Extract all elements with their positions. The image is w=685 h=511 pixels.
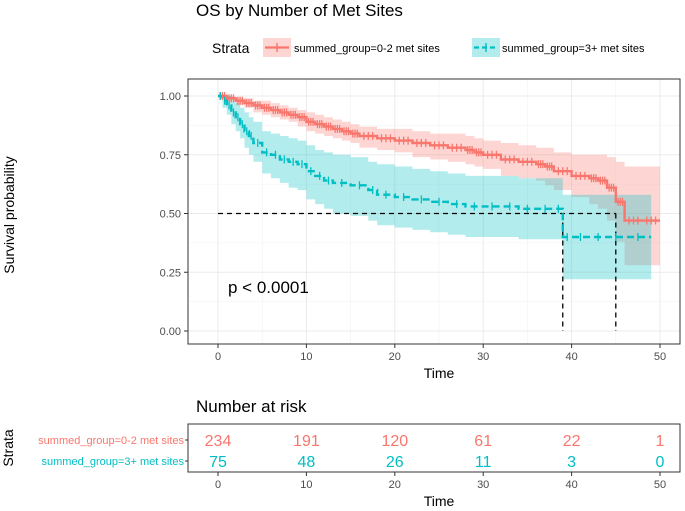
risk-x-tick-label: 40 xyxy=(565,479,577,491)
risk-value-cell: 26 xyxy=(386,454,404,471)
risk-value-cell: 3 xyxy=(567,454,576,471)
risk-row-label-0: summed_group=0-2 met sites xyxy=(38,435,184,447)
risk-row-label-1: summed_group=3+ met sites xyxy=(42,456,185,468)
confidence-band-0 xyxy=(218,96,660,266)
legend-key-0 xyxy=(263,38,291,57)
censor-marks xyxy=(219,92,657,241)
risk-table-title: Number at risk xyxy=(196,397,307,416)
risk-x-tick-label: 50 xyxy=(654,479,666,491)
y-tick-label: 0.50 xyxy=(160,209,181,221)
risk-value-cell: 1 xyxy=(656,433,665,450)
plot-border xyxy=(187,78,681,345)
risk-value-cell: 0 xyxy=(656,454,665,471)
risk-value-cell: 11 xyxy=(475,454,492,471)
risk-table-y-label: Strata xyxy=(0,429,16,467)
confidence-band-1 xyxy=(218,96,652,280)
risk-value-cell: 48 xyxy=(298,454,316,471)
risk-value-cell: 120 xyxy=(381,433,408,450)
risk-value-cell: 234 xyxy=(205,433,232,450)
x-tick-label: 0 xyxy=(215,351,221,363)
y-tick-label: 0.25 xyxy=(160,267,181,279)
y-tick-label: 0.00 xyxy=(160,326,181,338)
legend-key-1 xyxy=(472,38,500,57)
p-value-annotation: p < 0.0001 xyxy=(228,278,309,297)
risk-x-tick-label: 0 xyxy=(215,479,221,491)
plot-background xyxy=(188,79,680,344)
x-tick-label: 20 xyxy=(389,351,401,363)
risk-value-cell: 22 xyxy=(563,433,581,450)
confidence-bands xyxy=(218,96,660,280)
survival-curve-0 xyxy=(218,94,660,222)
legend-label-1: summed_group=3+ met sites xyxy=(502,43,645,55)
chart-title: OS by Number of Met Sites xyxy=(196,1,403,20)
legend: Strata summed_group=0-2 met sites summed… xyxy=(212,38,645,57)
x-axis: 0 10 20 30 40 50 xyxy=(215,344,666,363)
legend-title: Strata xyxy=(212,40,250,56)
plot-panel: p < 0.0001 xyxy=(187,78,681,345)
y-tick-label: 0.75 xyxy=(160,150,181,162)
risk-x-tick-label: 10 xyxy=(300,479,312,491)
legend-label-0: summed_group=0-2 met sites xyxy=(294,43,440,55)
risk-table: summed_group=0-2 met sites 234 191 120 61 22 1… xyxy=(38,433,666,491)
y-axis: 0.00 0.25 0.50 0.75 1.00 xyxy=(160,91,188,338)
x-tick-label: 10 xyxy=(300,351,312,363)
y-axis-label: Survival probability xyxy=(1,156,17,274)
risk-value-cell: 75 xyxy=(209,454,227,471)
x-axis-label: Time xyxy=(424,365,455,381)
x-tick-label: 30 xyxy=(477,351,489,363)
y-tick-label: 1.00 xyxy=(160,91,181,103)
risk-table-panel xyxy=(187,423,681,473)
x-tick-label: 40 xyxy=(565,351,577,363)
risk-table-x-label: Time xyxy=(424,493,455,509)
x-tick-label: 50 xyxy=(654,351,666,363)
risk-x-tick-label: 20 xyxy=(389,479,401,491)
risk-value-cell: 61 xyxy=(474,433,492,450)
risk-value-cell: 191 xyxy=(293,433,320,450)
risk-x-tick-label: 30 xyxy=(477,479,489,491)
